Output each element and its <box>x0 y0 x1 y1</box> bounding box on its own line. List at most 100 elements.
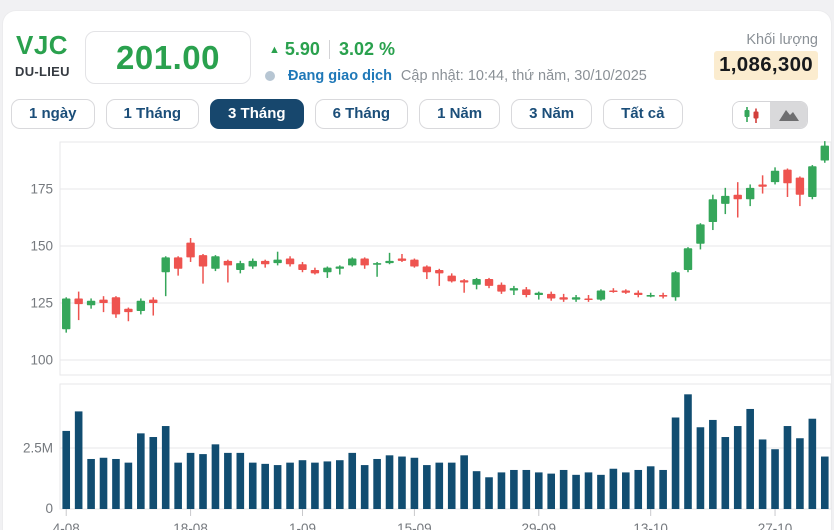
volume-bar <box>373 458 381 509</box>
candle <box>186 238 195 262</box>
candle <box>795 176 805 207</box>
candle <box>509 285 519 296</box>
area-chart-icon <box>778 110 799 121</box>
candle <box>571 295 581 302</box>
volume-bar <box>659 469 667 509</box>
candle <box>422 265 432 280</box>
candle <box>161 256 170 297</box>
candle <box>173 256 183 276</box>
price-axis-label: 150 <box>30 239 53 254</box>
volume-bar <box>447 462 456 509</box>
volume-bar <box>335 460 344 509</box>
candle <box>671 271 680 301</box>
volume-bar <box>746 408 754 509</box>
candle <box>310 267 320 275</box>
candle <box>584 295 593 302</box>
candlestick-view-button[interactable] <box>733 102 770 128</box>
timeframe-tabs: 1 ngày 1 Tháng 3 Tháng 6 Tháng 1 Năm 3 Năm Tất… <box>11 99 683 129</box>
tab-1-năm[interactable]: 1 Năm <box>419 99 501 129</box>
volume-bar <box>74 411 83 509</box>
candle <box>385 252 394 265</box>
candle <box>99 296 108 313</box>
candle <box>634 290 643 298</box>
x-axis-label: 18-08 <box>173 521 208 530</box>
candle <box>658 292 668 299</box>
volume-bar <box>584 472 593 509</box>
candle <box>410 258 419 268</box>
tab-6-tháng[interactable]: 6 Tháng <box>314 99 409 129</box>
candle <box>335 265 344 275</box>
volume-bar <box>497 472 506 509</box>
volume-bar <box>323 461 332 509</box>
price-change: ▲ 5.90 3.02 % <box>269 39 395 60</box>
candle <box>683 247 693 273</box>
volume-bar <box>609 468 618 509</box>
candle <box>211 255 220 272</box>
current-price: 201.00 <box>116 38 220 76</box>
x-axis-label: 15-09 <box>397 521 432 530</box>
price-axis-label: 100 <box>30 353 53 368</box>
candle <box>484 277 494 289</box>
trading-status-line: Đang giao dịch Cập nhật: 10:44, thứ năm,… <box>265 68 647 84</box>
divider <box>328 40 330 59</box>
price-plot-border <box>59 141 832 376</box>
volume-bar <box>99 457 108 509</box>
candle <box>372 261 382 277</box>
volume-bar <box>298 460 307 509</box>
candle <box>223 259 233 283</box>
tab-3-tháng[interactable]: 3 Tháng <box>210 99 304 129</box>
volume-bar <box>211 444 220 509</box>
volume-bar <box>696 427 705 509</box>
candlestick-volume-chart[interactable]: 175 150 125 100 2.5M 04-08 18-08 1-09 15-09 29-09… <box>3 141 833 530</box>
chart-area[interactable]: 175 150 125 100 2.5M 0 4-08 18-08 1-09 15-09 29-09… <box>3 141 833 530</box>
candle <box>198 253 208 284</box>
candle <box>696 223 705 250</box>
x-axis-label: 27-10 <box>758 521 793 530</box>
volume-bar <box>286 462 294 509</box>
volume-bar <box>820 456 829 509</box>
status-dot-icon <box>265 71 275 81</box>
volume-bar <box>671 417 680 509</box>
volume-bar <box>360 465 369 509</box>
volume-bar <box>796 438 804 509</box>
candle <box>435 268 444 286</box>
volume-bar <box>771 449 779 509</box>
candle <box>472 277 481 290</box>
change-percent: 3.02 % <box>338 39 395 59</box>
tab-1-tháng[interactable]: 1 Tháng <box>105 99 200 129</box>
volume-bar <box>709 419 717 509</box>
price-box: 201.00 <box>85 31 251 84</box>
tab-tất-cả[interactable]: Tất cả <box>603 99 683 129</box>
volume-bar <box>124 462 133 509</box>
candle <box>497 282 506 294</box>
candle <box>323 266 332 278</box>
candle <box>621 289 631 294</box>
volume-bar <box>547 473 556 509</box>
volume-bar <box>199 454 207 509</box>
x-axis-label: 1-09 <box>289 521 316 530</box>
volume-bar <box>348 452 357 509</box>
volume-bar <box>174 462 182 509</box>
stock-widget-card: VJC DU-LIEU 201.00 ▲ 5.90 3.02 % Đang gi… <box>2 10 832 530</box>
candle <box>74 291 83 321</box>
price-axis-label: 125 <box>30 296 53 311</box>
candle <box>397 253 407 262</box>
candle <box>149 297 158 316</box>
tab-1-ngày[interactable]: 1 ngày <box>11 99 95 129</box>
candle <box>596 289 606 301</box>
volume-bar <box>423 465 431 509</box>
candle <box>285 256 295 267</box>
candle <box>808 165 817 200</box>
volume-bar <box>224 452 232 509</box>
volume-bar <box>87 458 95 509</box>
tab-3-năm[interactable]: 3 Năm <box>511 99 593 129</box>
candle <box>534 291 543 300</box>
candle <box>559 293 568 302</box>
volume-bar <box>161 426 170 509</box>
area-view-button[interactable] <box>770 102 807 128</box>
candle <box>260 259 270 268</box>
candle <box>646 292 655 298</box>
change-value: 5.90 <box>284 39 320 59</box>
volume-bar <box>186 452 195 509</box>
candle <box>298 261 307 273</box>
